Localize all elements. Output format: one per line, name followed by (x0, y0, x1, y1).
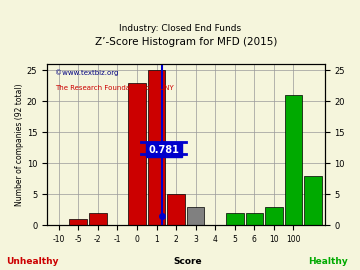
Text: ©www.textbiz.org: ©www.textbiz.org (55, 69, 119, 76)
Bar (226, 213, 244, 225)
Text: Score: Score (173, 257, 202, 266)
Text: Industry: Closed End Funds: Industry: Closed End Funds (119, 24, 241, 33)
Bar (89, 213, 107, 225)
Bar (304, 176, 322, 225)
Text: Healthy: Healthy (308, 257, 347, 266)
Bar (128, 83, 146, 225)
Bar (69, 219, 87, 225)
Bar (285, 95, 302, 225)
Title: Z’-Score Histogram for MFD (2015): Z’-Score Histogram for MFD (2015) (95, 37, 277, 47)
Bar (148, 70, 165, 225)
Text: 0.781: 0.781 (149, 145, 180, 155)
Bar (167, 194, 185, 225)
Bar (246, 213, 263, 225)
Y-axis label: Number of companies (92 total): Number of companies (92 total) (15, 83, 24, 206)
Text: Unhealthy: Unhealthy (6, 257, 59, 266)
Bar (265, 207, 283, 225)
Bar (187, 207, 204, 225)
Text: The Research Foundation of SUNY: The Research Foundation of SUNY (55, 85, 174, 91)
